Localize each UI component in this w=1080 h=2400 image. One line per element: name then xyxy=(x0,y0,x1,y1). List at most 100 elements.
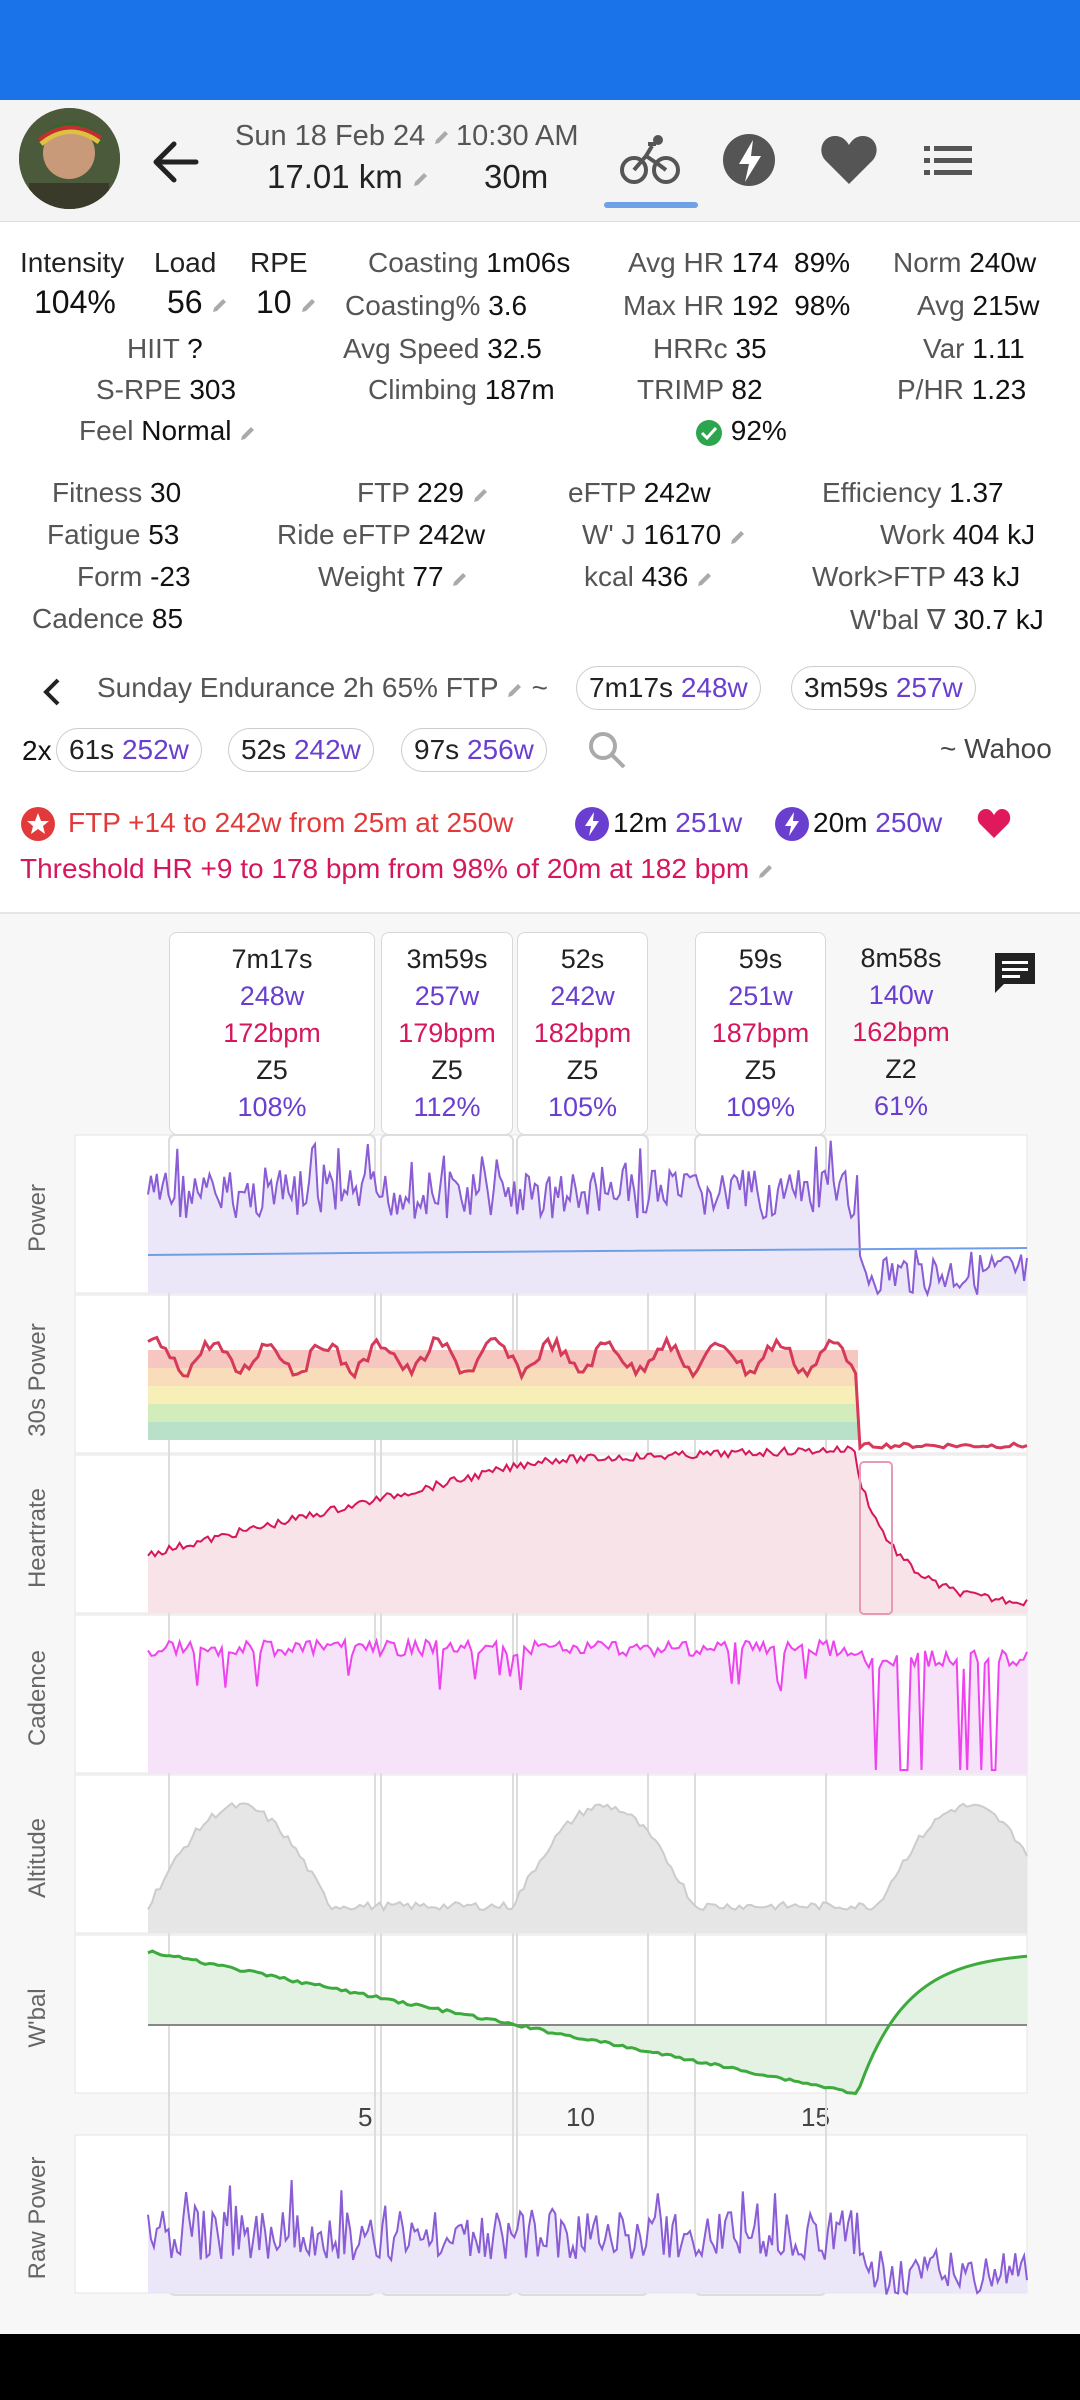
back-arrow-icon[interactable] xyxy=(146,134,206,190)
interval-card[interactable]: 8m58s 140w 162bpm Z2 61% xyxy=(830,932,972,1135)
section-divider xyxy=(0,912,1080,914)
edit-icon[interactable] xyxy=(472,486,490,504)
interval-zone: Z5 xyxy=(566,1055,599,1085)
work-ftp-stat: Work>FTP 43 kJ xyxy=(812,561,1021,592)
hr-area xyxy=(148,1446,1027,1613)
activity-charts[interactable] xyxy=(0,0,1080,2334)
interval-pct: 112% xyxy=(413,1092,481,1122)
heart-icon[interactable] xyxy=(817,128,881,192)
activity-distance[interactable]: 17.01 km xyxy=(267,158,430,196)
interval-duration: 3m59s xyxy=(406,944,488,974)
form-stat: Form -23 xyxy=(77,561,191,592)
fitness-stat: Fitness 30 xyxy=(52,477,182,508)
active-tab-indicator xyxy=(604,202,698,208)
edit-icon[interactable] xyxy=(433,128,451,146)
wbal-area xyxy=(148,1951,1027,2094)
workout-name[interactable]: Sunday Endurance 2h 65% FTP ~ xyxy=(97,672,548,703)
workout-step-pill[interactable]: 52s 242w xyxy=(228,728,374,772)
edit-icon[interactable] xyxy=(412,170,430,188)
rpe-label: RPE xyxy=(250,247,308,278)
hrrc-stat: HRRc 35 xyxy=(653,333,767,364)
intensity-label: Intensity xyxy=(20,247,125,278)
edit-icon[interactable] xyxy=(451,570,469,588)
workout-step-pill[interactable]: 97s 256w xyxy=(401,728,547,772)
ftp-stat[interactable]: FTP 229 xyxy=(357,477,490,509)
max-hr-stat: Max HR 192 98% xyxy=(623,290,851,321)
interval-card[interactable]: 59s 251w 187bpm Z5 109% xyxy=(695,932,826,1135)
navigation-bar xyxy=(0,2334,1080,2400)
cadence-stat: Cadence 85 xyxy=(32,603,184,634)
hr-line xyxy=(147,1444,1028,1607)
trimp-stat: TRIMP 82 xyxy=(637,374,763,405)
raw-power-area xyxy=(148,2180,1027,2295)
altitude-line xyxy=(147,1801,1028,1913)
climbing-stat: Climbing 187m xyxy=(368,374,555,405)
wbal-line xyxy=(147,1949,1028,2095)
edit-icon[interactable] xyxy=(506,681,524,699)
load-value[interactable]: 56 xyxy=(167,284,229,321)
interval-pct: 105% xyxy=(547,1092,618,1122)
threshold-hr-achievement: Threshold HR +9 to 178 bpm from 98% of 2… xyxy=(20,853,775,885)
rpe-value[interactable]: 10 xyxy=(256,284,318,321)
edit-icon[interactable] xyxy=(239,424,257,442)
interval-pct: 108% xyxy=(237,1092,307,1122)
chevron-left-icon[interactable] xyxy=(34,672,70,712)
edit-icon[interactable] xyxy=(757,862,775,880)
power-target-line xyxy=(147,1247,1028,1256)
list-icon[interactable] xyxy=(916,128,980,192)
interval-zone: Z5 xyxy=(256,1055,288,1085)
edit-icon[interactable] xyxy=(300,296,318,314)
search-icon[interactable] xyxy=(585,728,629,772)
interval-card[interactable]: 7m17s 248w 172bpm Z5 108% xyxy=(169,932,375,1135)
interval-duration: 8m58s xyxy=(860,943,942,973)
lightning-badge-icon xyxy=(774,806,810,842)
interval-hr: 182bpm xyxy=(533,1018,632,1048)
interval-zone: Z5 xyxy=(431,1055,463,1085)
cadence-line xyxy=(147,1636,1028,1771)
efficiency-stat: Efficiency 1.37 xyxy=(822,477,1004,508)
edit-icon[interactable] xyxy=(729,528,747,546)
edit-icon[interactable] xyxy=(696,570,714,588)
ride-eftp-stat: Ride eFTP 242w xyxy=(277,519,486,550)
workout-step-pill[interactable]: 7m17s 248w xyxy=(576,666,761,710)
feel-stat[interactable]: Feel Normal xyxy=(79,415,257,447)
workout-step-pill[interactable]: 61s 252w xyxy=(56,728,202,772)
altitude-area xyxy=(148,1803,1027,1933)
interval-card[interactable]: 52s 242w 182bpm Z5 105% xyxy=(517,932,648,1135)
activity-date[interactable]: Sun 18 Feb 24 xyxy=(235,120,451,153)
var-stat: Var 1.11 xyxy=(923,333,1025,364)
edit-icon[interactable] xyxy=(211,296,229,314)
activity-time: 10:30 AM xyxy=(456,120,579,152)
heart-badge-icon xyxy=(975,804,1013,842)
kcal-stat[interactable]: kcal 436 xyxy=(584,561,714,593)
activity-duration: 30m xyxy=(484,158,549,195)
interval-card[interactable]: 3m59s 257w 179bpm Z5 112% xyxy=(381,932,513,1135)
load-label: Load xyxy=(154,247,217,278)
avg-speed-stat: Avg Speed 32.5 xyxy=(343,333,542,364)
avg-hr-stat: Avg HR 174 89% xyxy=(628,247,851,278)
interval-zone: Z2 xyxy=(885,1054,917,1084)
interval-hr: 172bpm xyxy=(223,1018,321,1048)
interval-duration: 7m17s xyxy=(231,944,313,974)
interval-power: 242w xyxy=(550,981,615,1011)
lightning-icon[interactable] xyxy=(717,128,781,192)
interval-pct: 61% xyxy=(873,1091,929,1121)
workout-step-pill[interactable]: 3m59s 257w xyxy=(791,666,976,710)
repeat-count: 2x xyxy=(22,735,52,766)
weight-stat[interactable]: Weight 77 xyxy=(318,561,469,593)
phr-stat: P/HR 1.23 xyxy=(897,374,1027,405)
power-pr-20m: 20m 250w xyxy=(813,807,943,838)
hr-recovery-box xyxy=(859,1461,893,1615)
check-circle-icon xyxy=(696,419,722,446)
zone-band xyxy=(148,1404,858,1422)
power30-line xyxy=(147,1335,1028,1452)
bike-icon[interactable] xyxy=(618,128,682,192)
wbal-stat: W'bal ∇ 30.7 kJ xyxy=(850,604,1044,635)
interval-duration: 52s xyxy=(560,944,605,974)
wj-stat[interactable]: W' J 16170 xyxy=(582,519,747,551)
interval-hr: 187bpm xyxy=(711,1018,810,1048)
star-badge-icon xyxy=(20,806,56,842)
lightning-badge-icon xyxy=(574,806,610,842)
work-stat: Work 404 kJ xyxy=(880,519,1036,550)
comment-icon[interactable] xyxy=(990,948,1040,998)
